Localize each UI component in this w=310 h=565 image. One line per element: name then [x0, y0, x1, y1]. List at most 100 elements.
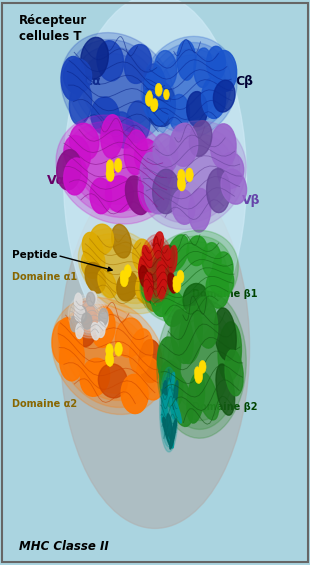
Ellipse shape — [112, 224, 131, 258]
Ellipse shape — [61, 56, 85, 101]
Ellipse shape — [162, 381, 167, 411]
Ellipse shape — [76, 323, 83, 338]
Ellipse shape — [90, 224, 113, 255]
Ellipse shape — [68, 295, 108, 338]
Ellipse shape — [151, 134, 233, 216]
Ellipse shape — [166, 372, 175, 398]
Text: Récepteur
cellules T: Récepteur cellules T — [19, 14, 87, 43]
Ellipse shape — [68, 40, 168, 141]
Ellipse shape — [135, 139, 160, 173]
Circle shape — [178, 170, 185, 183]
Ellipse shape — [210, 124, 236, 169]
Ellipse shape — [144, 64, 165, 107]
Circle shape — [115, 342, 122, 356]
Ellipse shape — [163, 292, 184, 327]
Ellipse shape — [81, 247, 105, 279]
Ellipse shape — [146, 236, 232, 318]
Ellipse shape — [167, 374, 175, 402]
Ellipse shape — [213, 252, 233, 286]
Circle shape — [107, 353, 114, 367]
Ellipse shape — [139, 257, 145, 279]
Circle shape — [173, 278, 181, 293]
Ellipse shape — [154, 50, 177, 89]
Ellipse shape — [138, 167, 163, 212]
Ellipse shape — [126, 176, 149, 215]
Ellipse shape — [171, 310, 193, 363]
Ellipse shape — [144, 272, 153, 301]
Ellipse shape — [152, 245, 175, 282]
Ellipse shape — [187, 92, 207, 127]
Text: Vβ: Vβ — [242, 194, 260, 207]
Circle shape — [177, 270, 184, 283]
Ellipse shape — [98, 364, 127, 398]
Ellipse shape — [206, 168, 230, 212]
Ellipse shape — [144, 242, 170, 294]
Ellipse shape — [206, 271, 229, 308]
Circle shape — [195, 369, 203, 384]
Circle shape — [106, 167, 113, 181]
Ellipse shape — [52, 297, 165, 415]
Ellipse shape — [157, 272, 166, 299]
Ellipse shape — [173, 399, 181, 423]
Ellipse shape — [167, 415, 174, 448]
Circle shape — [178, 178, 185, 191]
Circle shape — [106, 344, 113, 357]
Ellipse shape — [57, 150, 81, 190]
Ellipse shape — [153, 237, 160, 258]
Ellipse shape — [202, 242, 221, 277]
Circle shape — [155, 83, 162, 96]
Ellipse shape — [61, 33, 175, 148]
Ellipse shape — [167, 235, 188, 271]
Ellipse shape — [138, 121, 246, 229]
Ellipse shape — [169, 246, 177, 273]
Ellipse shape — [52, 320, 73, 364]
Ellipse shape — [98, 269, 116, 298]
Ellipse shape — [146, 84, 171, 126]
Ellipse shape — [59, 305, 158, 407]
Ellipse shape — [145, 250, 164, 278]
Ellipse shape — [87, 292, 96, 305]
Ellipse shape — [137, 357, 164, 400]
Ellipse shape — [133, 239, 152, 271]
Circle shape — [120, 272, 128, 287]
Ellipse shape — [157, 262, 165, 289]
Circle shape — [177, 177, 185, 190]
Ellipse shape — [80, 358, 110, 396]
Ellipse shape — [75, 306, 85, 321]
Ellipse shape — [124, 130, 148, 175]
Ellipse shape — [157, 290, 246, 438]
Ellipse shape — [167, 373, 193, 427]
Ellipse shape — [153, 134, 177, 172]
Ellipse shape — [177, 40, 196, 80]
Ellipse shape — [140, 266, 148, 287]
Ellipse shape — [170, 419, 177, 449]
Ellipse shape — [158, 55, 220, 120]
Ellipse shape — [78, 229, 170, 314]
Ellipse shape — [64, 158, 87, 195]
Ellipse shape — [162, 377, 176, 442]
Ellipse shape — [63, 121, 166, 218]
Ellipse shape — [90, 178, 112, 214]
Ellipse shape — [194, 48, 212, 88]
Ellipse shape — [173, 317, 230, 412]
Ellipse shape — [74, 46, 161, 134]
Ellipse shape — [115, 318, 144, 357]
Text: Domaine α1: Domaine α1 — [12, 272, 78, 282]
Ellipse shape — [160, 367, 178, 452]
Circle shape — [105, 352, 113, 366]
Circle shape — [173, 276, 179, 286]
Ellipse shape — [142, 238, 171, 298]
Circle shape — [164, 89, 169, 100]
Ellipse shape — [76, 303, 101, 330]
Ellipse shape — [69, 81, 92, 125]
Ellipse shape — [91, 97, 119, 134]
Circle shape — [195, 367, 200, 377]
Ellipse shape — [64, 0, 246, 362]
Ellipse shape — [189, 121, 212, 157]
Ellipse shape — [152, 241, 227, 312]
Ellipse shape — [162, 299, 241, 429]
Ellipse shape — [162, 245, 170, 268]
Ellipse shape — [148, 272, 168, 306]
Text: Cα: Cα — [84, 75, 101, 89]
Ellipse shape — [99, 312, 108, 329]
